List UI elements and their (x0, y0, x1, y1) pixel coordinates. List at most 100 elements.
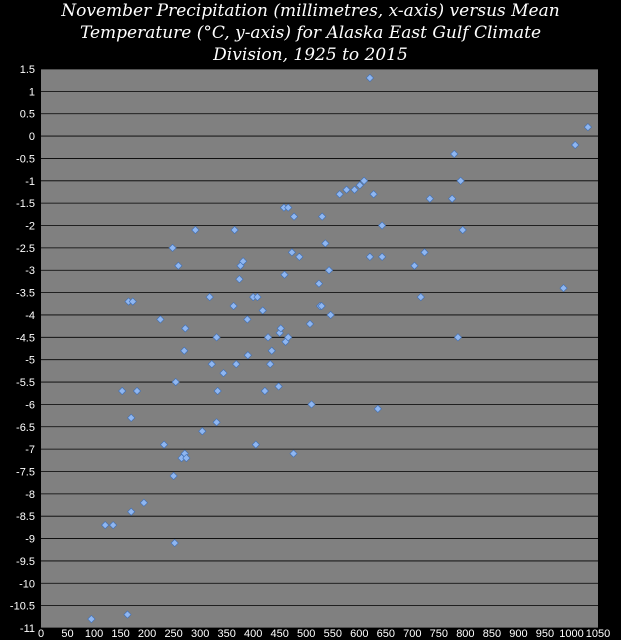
y-tick-label: -9 (25, 534, 35, 546)
data-point (230, 225, 239, 235)
data-point (369, 190, 378, 199)
data-point (571, 140, 580, 150)
data-point (87, 615, 96, 624)
data-point (160, 440, 169, 449)
data-point (378, 252, 387, 261)
data-point (264, 333, 273, 342)
data-point (295, 252, 304, 261)
data-point (318, 212, 327, 221)
data-point (156, 315, 165, 324)
data-point (243, 315, 252, 324)
data-point (305, 319, 314, 328)
data-point (243, 351, 252, 360)
y-tick-label: -1 (25, 176, 35, 188)
data-point (458, 225, 467, 235)
y-tick-label: -8 (25, 489, 35, 501)
data-point (212, 418, 221, 427)
x-tick-label: 350 (217, 628, 235, 640)
data-point (139, 498, 148, 507)
data-point (335, 190, 344, 199)
x-tick-label: 800 (456, 628, 474, 640)
data-point (373, 404, 382, 413)
data-points (87, 73, 592, 624)
x-tick-label: 900 (509, 628, 527, 640)
x-tick-label: 0 (38, 628, 44, 640)
data-point (260, 386, 269, 396)
x-tick-label: 950 (536, 628, 554, 640)
x-tick-label: 300 (191, 628, 209, 640)
data-point (101, 521, 110, 530)
data-point (559, 284, 568, 293)
y-tick-label: 1 (29, 86, 35, 98)
data-point (289, 449, 298, 458)
y-tick-label: -7 (25, 444, 35, 456)
data-point (182, 454, 191, 463)
x-tick-label: 650 (377, 628, 395, 640)
data-point (284, 333, 293, 342)
data-point (267, 346, 276, 355)
data-point (229, 301, 238, 311)
y-axis-ticks: 1.5 1 0.5 0 -0.5 -1 -1.5 -2 -2.5 -3 -3.5 -4 -4.5 -5 -5… (10, 64, 35, 635)
data-point (170, 539, 179, 548)
data-point (280, 270, 289, 279)
data-point (253, 293, 262, 302)
y-tick-label: -8.5 (16, 511, 35, 523)
data-point (326, 310, 335, 319)
data-point (127, 413, 136, 422)
data-point (109, 521, 118, 530)
data-point (317, 301, 326, 311)
data-point (365, 73, 374, 82)
data-point (169, 471, 178, 480)
x-tick-label: 250 (164, 628, 182, 640)
chart-title-line-3: Division, 1925 to 2015 (213, 45, 408, 65)
data-point (448, 194, 457, 203)
data-point (425, 194, 434, 203)
data-point (171, 378, 180, 387)
gridlines (41, 68, 598, 629)
chart-title-line-2: Temperature (°C, y-axis) for Alaska East… (79, 23, 542, 43)
data-point (456, 176, 465, 185)
x-tick-label: 550 (324, 628, 342, 640)
y-tick-label: -10.5 (10, 601, 35, 613)
y-tick-label: -11 (20, 623, 35, 635)
data-point (207, 360, 216, 369)
data-point (132, 386, 142, 396)
y-tick-label: -2 (25, 221, 35, 233)
y-tick-label: -6 (25, 399, 35, 411)
y-tick-label: -1.5 (16, 198, 35, 210)
data-point (258, 306, 267, 315)
x-tick-label: 450 (271, 628, 289, 640)
y-tick-label: -5 (25, 355, 35, 367)
data-point (118, 386, 127, 396)
data-point (181, 324, 190, 333)
data-point (219, 369, 228, 378)
data-point (350, 185, 359, 194)
y-tick-label: -9.5 (16, 556, 35, 568)
x-tick-label: 400 (244, 628, 262, 640)
data-point (232, 360, 241, 369)
y-tick-label: 0 (29, 131, 35, 143)
data-point (287, 248, 296, 257)
data-point (410, 261, 419, 270)
x-axis-ticks: 0 50 100 150 200 250 300 350 400 450 500 550 600 650 7… (38, 628, 610, 640)
data-point (180, 346, 189, 355)
data-point (325, 266, 334, 275)
data-point (307, 400, 316, 409)
data-point (213, 386, 222, 396)
data-point (127, 507, 136, 516)
data-point (450, 149, 459, 158)
data-point (355, 181, 364, 190)
x-tick-label: 150 (111, 628, 129, 640)
data-point (416, 293, 425, 302)
x-tick-label: 700 (403, 628, 421, 640)
data-point (360, 176, 369, 185)
data-point (276, 324, 285, 333)
data-point (583, 123, 592, 132)
y-tick-label: -3.5 (16, 288, 35, 300)
y-tick-label: -10 (19, 578, 35, 590)
data-point (191, 225, 200, 235)
y-tick-label: -4 (25, 310, 35, 322)
data-point (123, 610, 132, 619)
data-point (212, 333, 221, 342)
